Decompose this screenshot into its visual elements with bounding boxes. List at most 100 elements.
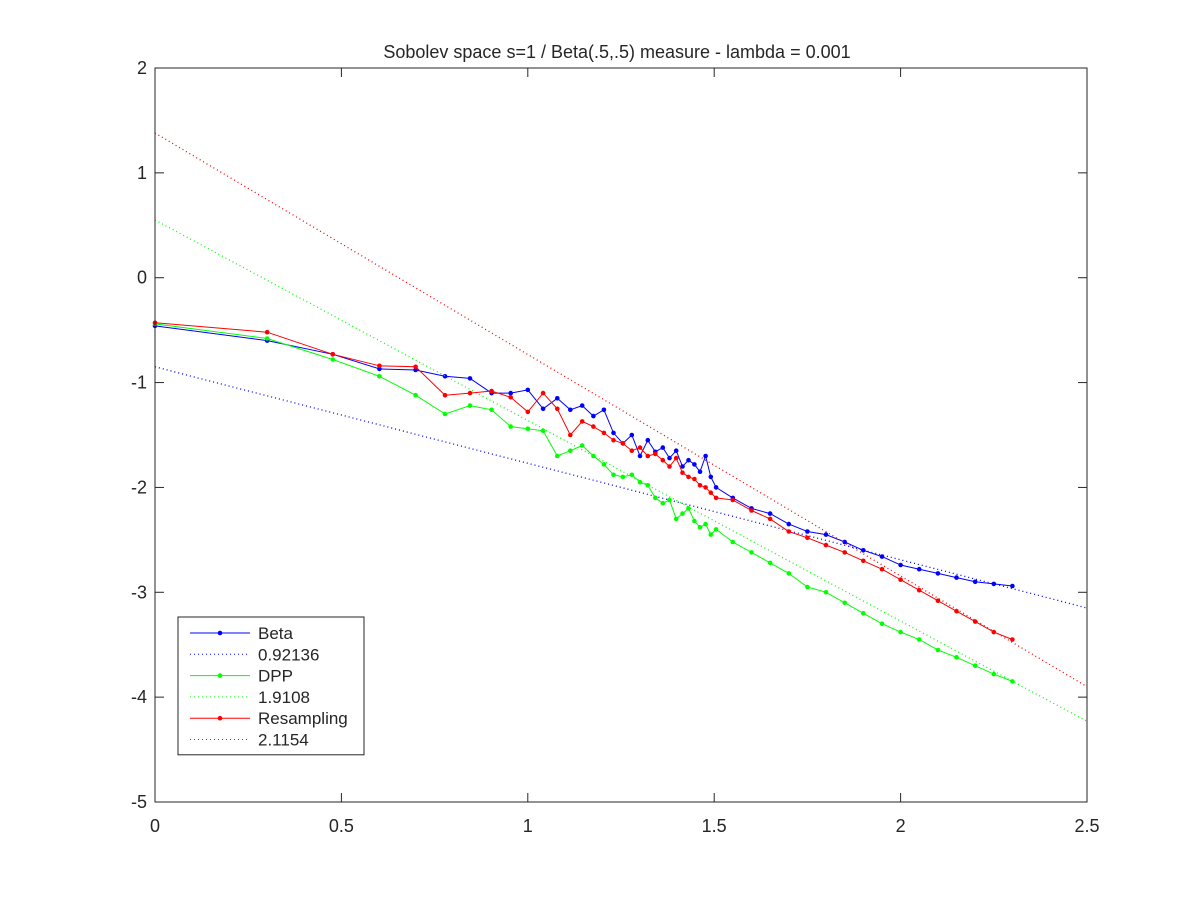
data-point — [972, 663, 978, 668]
data-point — [991, 581, 997, 587]
fit-line — [154, 132, 1088, 688]
data-point — [579, 443, 585, 448]
data-point — [697, 525, 703, 530]
x-tick-label: 0.5 — [329, 816, 354, 836]
data-point — [568, 432, 573, 438]
data-point — [991, 629, 997, 635]
data-point — [680, 470, 685, 476]
legend-marker-2 — [217, 673, 223, 678]
data-point — [954, 575, 959, 580]
data-point — [879, 621, 885, 626]
data-point — [601, 407, 607, 413]
y-tick-label: -3 — [131, 582, 147, 602]
data-point — [637, 453, 643, 459]
data-point — [508, 395, 513, 400]
data-point — [823, 590, 829, 595]
data-point — [972, 579, 978, 585]
data-point — [540, 390, 546, 396]
x-tick-label: 2 — [896, 816, 906, 836]
data-point — [916, 587, 922, 593]
data-point — [861, 611, 866, 616]
data-point — [1010, 583, 1015, 589]
data-point — [680, 464, 685, 469]
series-5 — [154, 132, 1088, 688]
data-point — [805, 584, 810, 590]
fit-line — [154, 219, 1088, 722]
data-point — [653, 495, 658, 501]
data-point — [686, 506, 691, 511]
y-tick-label: -2 — [131, 477, 147, 497]
data-point — [645, 437, 651, 443]
data-point — [591, 413, 596, 419]
x-tick-label: 1 — [523, 816, 533, 836]
data-point — [805, 529, 810, 534]
y-tick-label: 0 — [137, 268, 147, 288]
data-point — [1010, 679, 1015, 684]
data-point — [898, 629, 903, 635]
data-point — [954, 608, 959, 614]
data-point — [673, 455, 679, 461]
x-tick-label: 0 — [150, 816, 160, 836]
data-point — [611, 437, 616, 443]
data-point — [916, 637, 922, 642]
data-point — [264, 336, 270, 341]
data-point — [823, 532, 829, 537]
data-point — [935, 647, 941, 653]
legend: Beta 0.92136 DPP 1.9108 Resampling 2.1154 — [177, 616, 365, 756]
data-point — [525, 409, 531, 415]
data-point — [697, 483, 703, 488]
data-point — [708, 532, 714, 537]
data-point — [954, 655, 959, 660]
data-point — [935, 571, 941, 576]
series-line — [154, 325, 1013, 587]
data-point — [749, 550, 754, 555]
series-0 — [152, 323, 1015, 589]
data-point — [786, 571, 792, 576]
data-point — [861, 558, 866, 564]
series-2 — [152, 321, 1015, 684]
series-line — [154, 323, 1013, 682]
data-point — [713, 485, 719, 490]
y-tick-label: 1 — [137, 163, 147, 183]
data-point — [660, 500, 666, 506]
data-point — [508, 390, 513, 396]
data-point — [413, 367, 418, 373]
data-point — [767, 560, 773, 566]
data-point — [692, 462, 697, 467]
data-point — [467, 403, 473, 408]
data-point — [667, 464, 672, 469]
data-point — [645, 483, 651, 488]
data-point — [842, 600, 847, 606]
data-point — [525, 387, 531, 393]
data-point — [555, 453, 560, 459]
ticks: 0 0.5 1 1.5 2 2.5 2 1 0 -1 -2 -3 -4 -5 — [131, 58, 1100, 836]
legend-marker-0 — [217, 630, 223, 636]
data-point — [823, 542, 829, 548]
data-point — [697, 469, 703, 475]
data-point — [1010, 637, 1015, 642]
data-point — [692, 518, 697, 524]
data-point — [686, 474, 691, 480]
legend-label-2: DPP — [258, 667, 293, 686]
data-point — [442, 411, 448, 417]
data-point — [749, 508, 754, 513]
data-point — [898, 562, 903, 568]
data-point — [713, 495, 719, 501]
data-point — [611, 472, 616, 478]
data-point — [540, 406, 546, 412]
data-point — [611, 430, 616, 436]
y-tick-label: 2 — [137, 58, 147, 78]
data-point — [879, 566, 885, 572]
legend-label-0: Beta — [258, 624, 294, 643]
data-point — [786, 529, 792, 534]
axes-box — [154, 67, 1088, 803]
data-point — [713, 527, 719, 532]
series-layer — [152, 132, 1088, 722]
data-point — [842, 550, 847, 555]
data-point — [767, 511, 773, 516]
data-point — [568, 448, 573, 454]
data-point — [489, 388, 494, 394]
data-point — [861, 548, 866, 553]
data-point — [767, 516, 773, 522]
